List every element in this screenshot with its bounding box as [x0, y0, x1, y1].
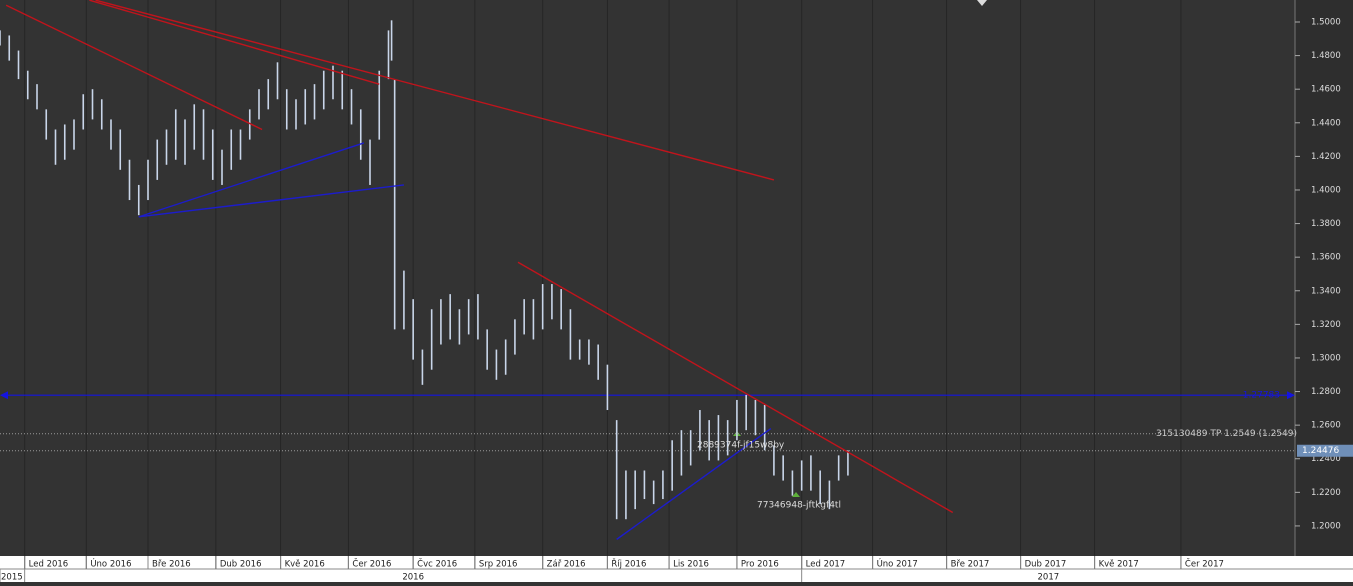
y-tick-label: 1.2600 [1311, 421, 1341, 431]
x-tick-label: Úno 2016 [90, 558, 131, 570]
x-tick-label: Čer 2017 [1185, 558, 1224, 570]
x-tick-label: Lis 2016 [673, 560, 709, 570]
y-tick-label: 1.3200 [1311, 320, 1341, 330]
y-tick-label: 1.4600 [1311, 85, 1341, 95]
trendline [517, 261, 954, 514]
y-tick-label: 1.4400 [1311, 118, 1341, 128]
trendline [95, 0, 775, 181]
order-label: 2889374f-jf15w8by [697, 441, 785, 451]
year-label: 2017 [1038, 573, 1060, 583]
x-tick-label: Úno 2017 [877, 558, 918, 570]
x-tick-label: Bře 2017 [951, 560, 990, 570]
y-tick-label: 1.2800 [1311, 387, 1341, 397]
x-tick-label: Srp 2016 [479, 560, 518, 570]
y-tick-label: 1.4200 [1311, 152, 1341, 162]
price-label: 1.24476 [1302, 446, 1339, 456]
x-tick-label: Pro 2016 [741, 560, 779, 570]
x-tick-label: Dub 2016 [220, 560, 262, 570]
y-tick-label: 1.4800 [1311, 51, 1341, 61]
trendline [138, 142, 365, 218]
y-tick-label: 1.3800 [1311, 219, 1341, 229]
level-label: 1.27783 [1243, 391, 1280, 401]
y-tick-label: 1.3400 [1311, 286, 1341, 296]
trendline [138, 184, 405, 218]
level-arrow [1287, 391, 1295, 400]
order-marker [792, 492, 800, 497]
x-tick-label: Led 2016 [29, 560, 69, 570]
level-arrow [0, 391, 8, 400]
trendline [89, 0, 380, 85]
price-box [1297, 444, 1353, 457]
trendline [5, 4, 263, 131]
y-tick-label: 1.3600 [1311, 253, 1341, 263]
x-tick-label: Zář 2016 [547, 560, 586, 570]
price-axis [1295, 0, 1353, 556]
order-label: 77346948-jftkgf4tl [757, 501, 841, 511]
tp-label: 315130489 TP 1.2549 (1.2549) [1156, 429, 1297, 439]
x-tick-label: Led 2017 [806, 560, 846, 570]
year-label: 2016 [402, 573, 424, 583]
y-tick-label: 1.4000 [1311, 185, 1341, 195]
y-tick-label: 1.3000 [1311, 353, 1341, 363]
scroll-marker [977, 0, 987, 6]
y-tick-label: 1.5000 [1311, 18, 1341, 28]
x-tick-label: Kvě 2016 [285, 560, 325, 570]
plot-area [0, 0, 1295, 556]
y-tick-label: 1.2400 [1311, 454, 1341, 464]
y-tick-label: 1.2200 [1311, 488, 1341, 498]
trendline [616, 427, 772, 540]
x-tick-label: Říj 2016 [611, 559, 646, 570]
x-tick-label: Dub 2017 [1025, 560, 1067, 570]
x-tick-label: Čvc 2016 [417, 558, 457, 570]
x-tick-label: Bře 2016 [152, 560, 191, 570]
year-label: 2015 [1, 573, 23, 583]
x-tick-label: Čer 2016 [352, 558, 391, 570]
y-tick-label: 1.2000 [1311, 521, 1341, 531]
x-tick-label: Kvě 2017 [1099, 560, 1139, 570]
